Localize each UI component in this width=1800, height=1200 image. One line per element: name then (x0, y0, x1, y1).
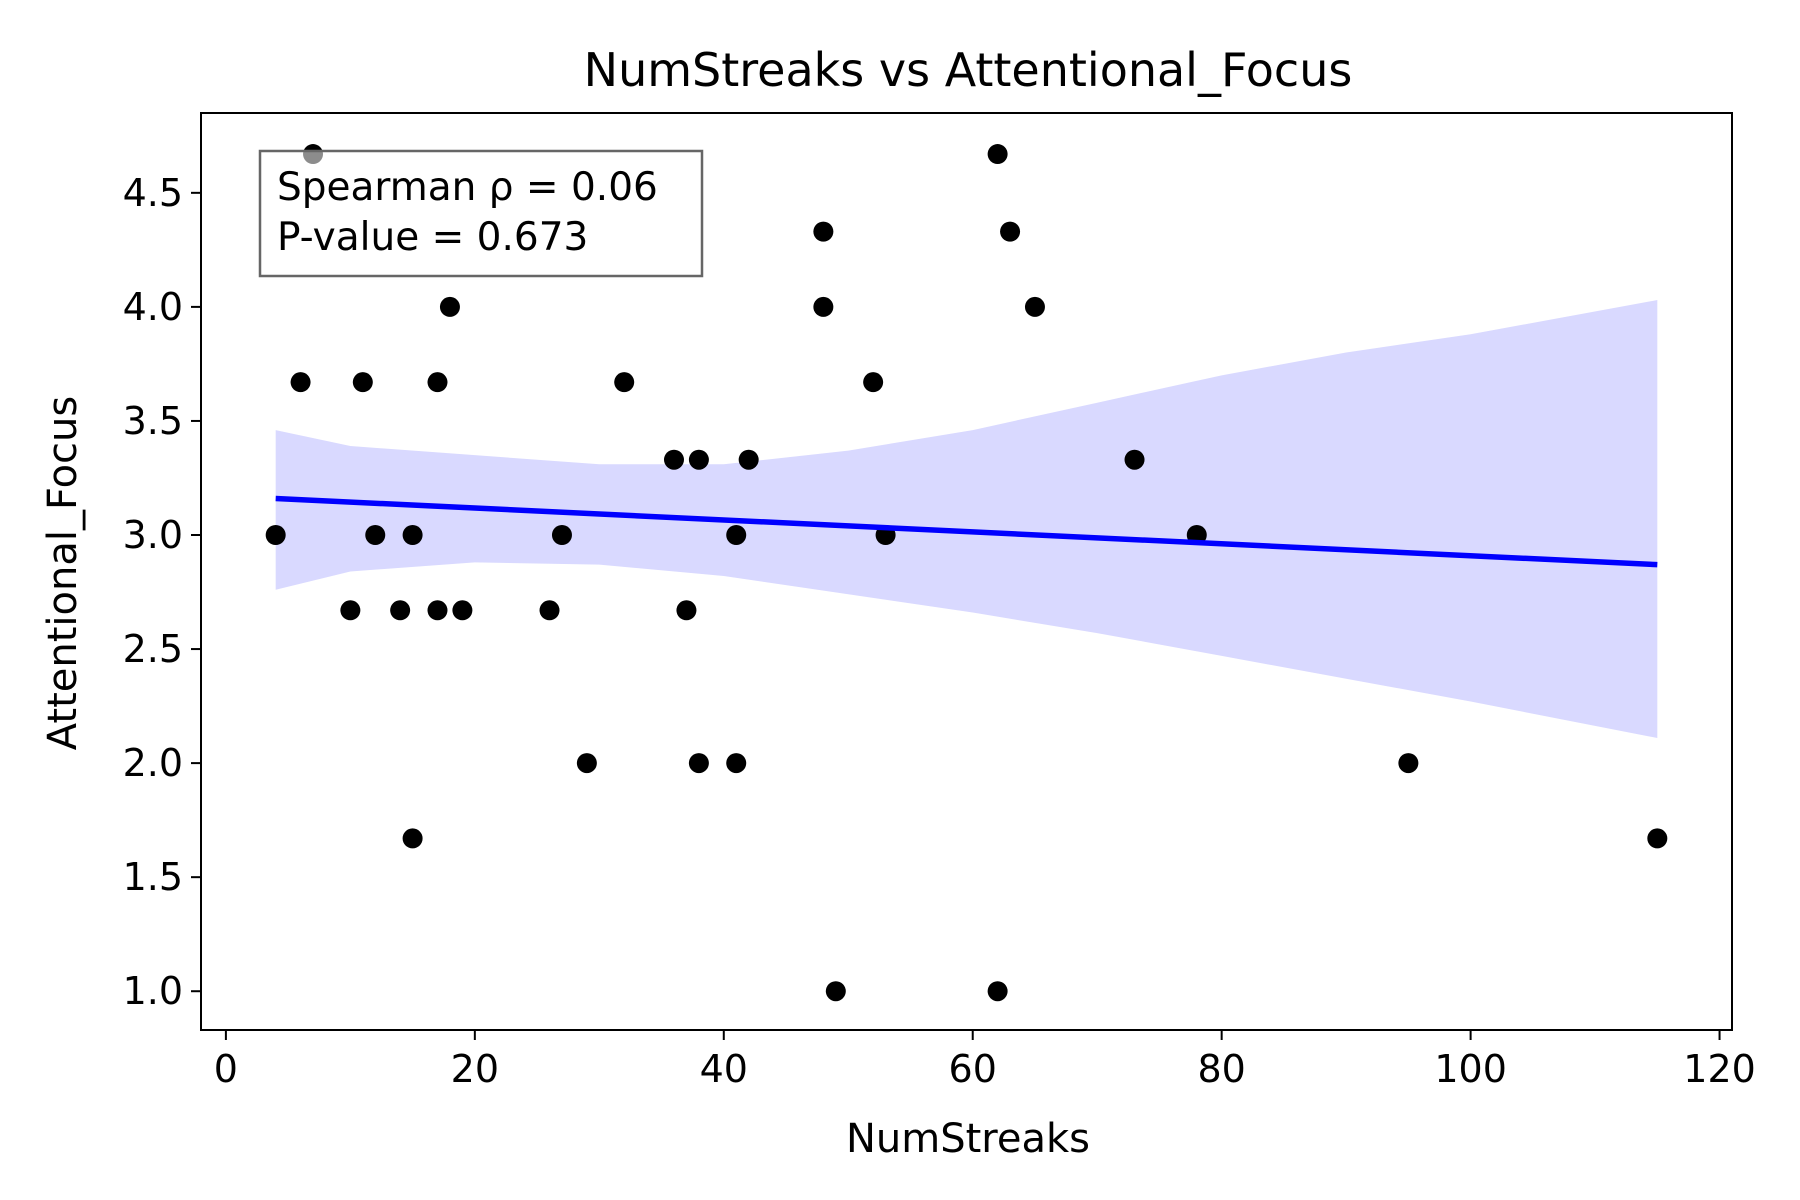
data-point (340, 600, 361, 621)
data-point (1024, 296, 1045, 317)
data-point (365, 525, 386, 546)
y-tick-label: 3.5 (123, 399, 183, 443)
data-point (1647, 828, 1668, 849)
data-point (427, 600, 448, 621)
data-point (813, 221, 834, 242)
data-point (987, 981, 1008, 1002)
data-point (265, 525, 286, 546)
data-point (1124, 449, 1145, 470)
spearman-text: Spearman ρ = 0.06 (277, 165, 658, 210)
y-tick-label: 1.0 (123, 969, 183, 1013)
y-tick-label: 2.0 (123, 741, 183, 785)
data-point (614, 372, 635, 393)
data-point (1000, 221, 1021, 242)
y-axis: 1.0 1.5 2.0 2.5 3.0 3.5 4.0 4.5 (123, 171, 201, 1013)
data-point (676, 600, 697, 621)
data-point (427, 372, 448, 393)
data-point (738, 449, 759, 470)
x-tick-label: 60 (949, 1047, 997, 1091)
x-tick-label: 120 (1683, 1047, 1756, 1091)
x-tick-label: 100 (1434, 1047, 1507, 1091)
regression-line (275, 495, 1658, 568)
y-tick-label: 4.5 (123, 171, 183, 215)
x-tick-label: 0 (214, 1047, 238, 1091)
data-point (1398, 753, 1419, 774)
data-point (551, 525, 572, 546)
stats-box-frame (258, 149, 704, 278)
y-tick-label: 2.5 (123, 627, 183, 671)
data-point (539, 600, 560, 621)
data-point (402, 525, 423, 546)
data-point (987, 144, 1008, 165)
data-point (688, 449, 709, 470)
data-point (576, 753, 597, 774)
data-point (439, 296, 460, 317)
stats-box: Spearman ρ = 0.06 P-value = 0.673 (258, 149, 704, 278)
data-point (663, 449, 684, 470)
data-point (813, 296, 834, 317)
data-point (390, 600, 411, 621)
data-point (290, 372, 311, 393)
x-tick-label: 80 (1197, 1047, 1245, 1091)
p-value-text: P-value = 0.673 (277, 215, 588, 260)
data-point (688, 753, 709, 774)
data-point (726, 525, 747, 546)
x-tick-label: 20 (451, 1047, 499, 1091)
data-point (352, 372, 373, 393)
y-tick-label: 3.0 (123, 513, 183, 557)
data-point (863, 372, 884, 393)
data-point (825, 981, 846, 1002)
plot-area (265, 144, 1668, 1002)
data-point (402, 828, 423, 849)
axes-frame (200, 112, 1733, 1031)
data-point (726, 753, 747, 774)
x-axis-label: NumStreaks (846, 1116, 1090, 1162)
y-axis-label: Attentional_Focus (40, 396, 86, 750)
y-tick-label: 4.0 (123, 285, 183, 329)
x-axis: 0 20 40 60 80 100 120 (214, 1030, 1756, 1091)
y-tick-label: 1.5 (123, 855, 183, 899)
data-point (452, 600, 473, 621)
chart-title: NumStreaks vs Attentional_Focus (584, 43, 1353, 97)
x-tick-label: 40 (700, 1047, 748, 1091)
confidence-band (275, 300, 1658, 739)
